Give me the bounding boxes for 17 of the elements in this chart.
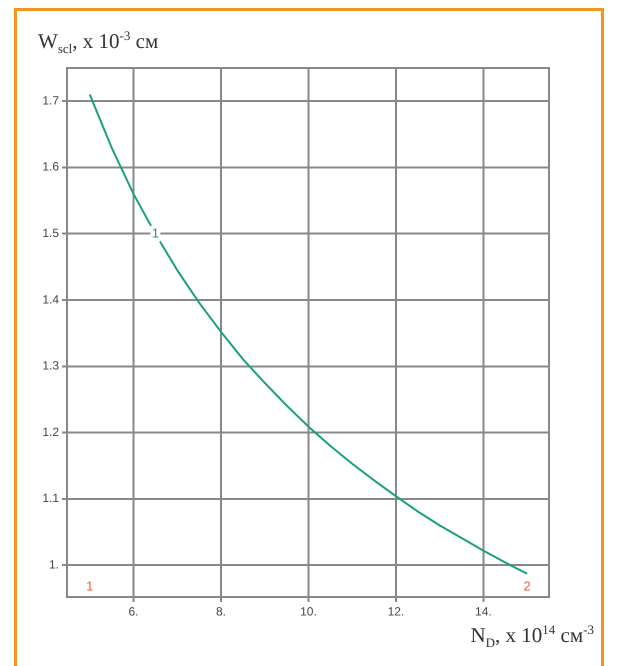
x-axis-title: N$_{D}$, x 10$^{14}$ см$^{-3}$ <box>470 622 594 652</box>
y-tick-label: 1.6 <box>42 160 60 174</box>
x-tick-label: 6. <box>128 604 138 619</box>
y-tick-label: 1. <box>48 557 59 572</box>
y-tick-label: 1.3 <box>42 358 60 373</box>
y-axis-title: W$_{scl}$, x 10$^{-3}$ см <box>38 28 158 58</box>
y-tick-label: 1.5 <box>42 226 60 240</box>
annotation: 1 <box>86 578 94 594</box>
x-tick-label: 14. <box>475 604 492 619</box>
x-tick-label: 8. <box>216 604 226 619</box>
y-tick-label: 1.7 <box>42 93 60 108</box>
y-tick-label: 1.2 <box>42 424 60 439</box>
annotation: 2 <box>524 578 531 594</box>
x-tick-label: 12. <box>388 604 404 619</box>
x-tick-label: 10. <box>300 604 317 619</box>
y-tick-label: 1.1 <box>42 491 60 506</box>
y-tick-label: 1.4 <box>42 292 60 306</box>
